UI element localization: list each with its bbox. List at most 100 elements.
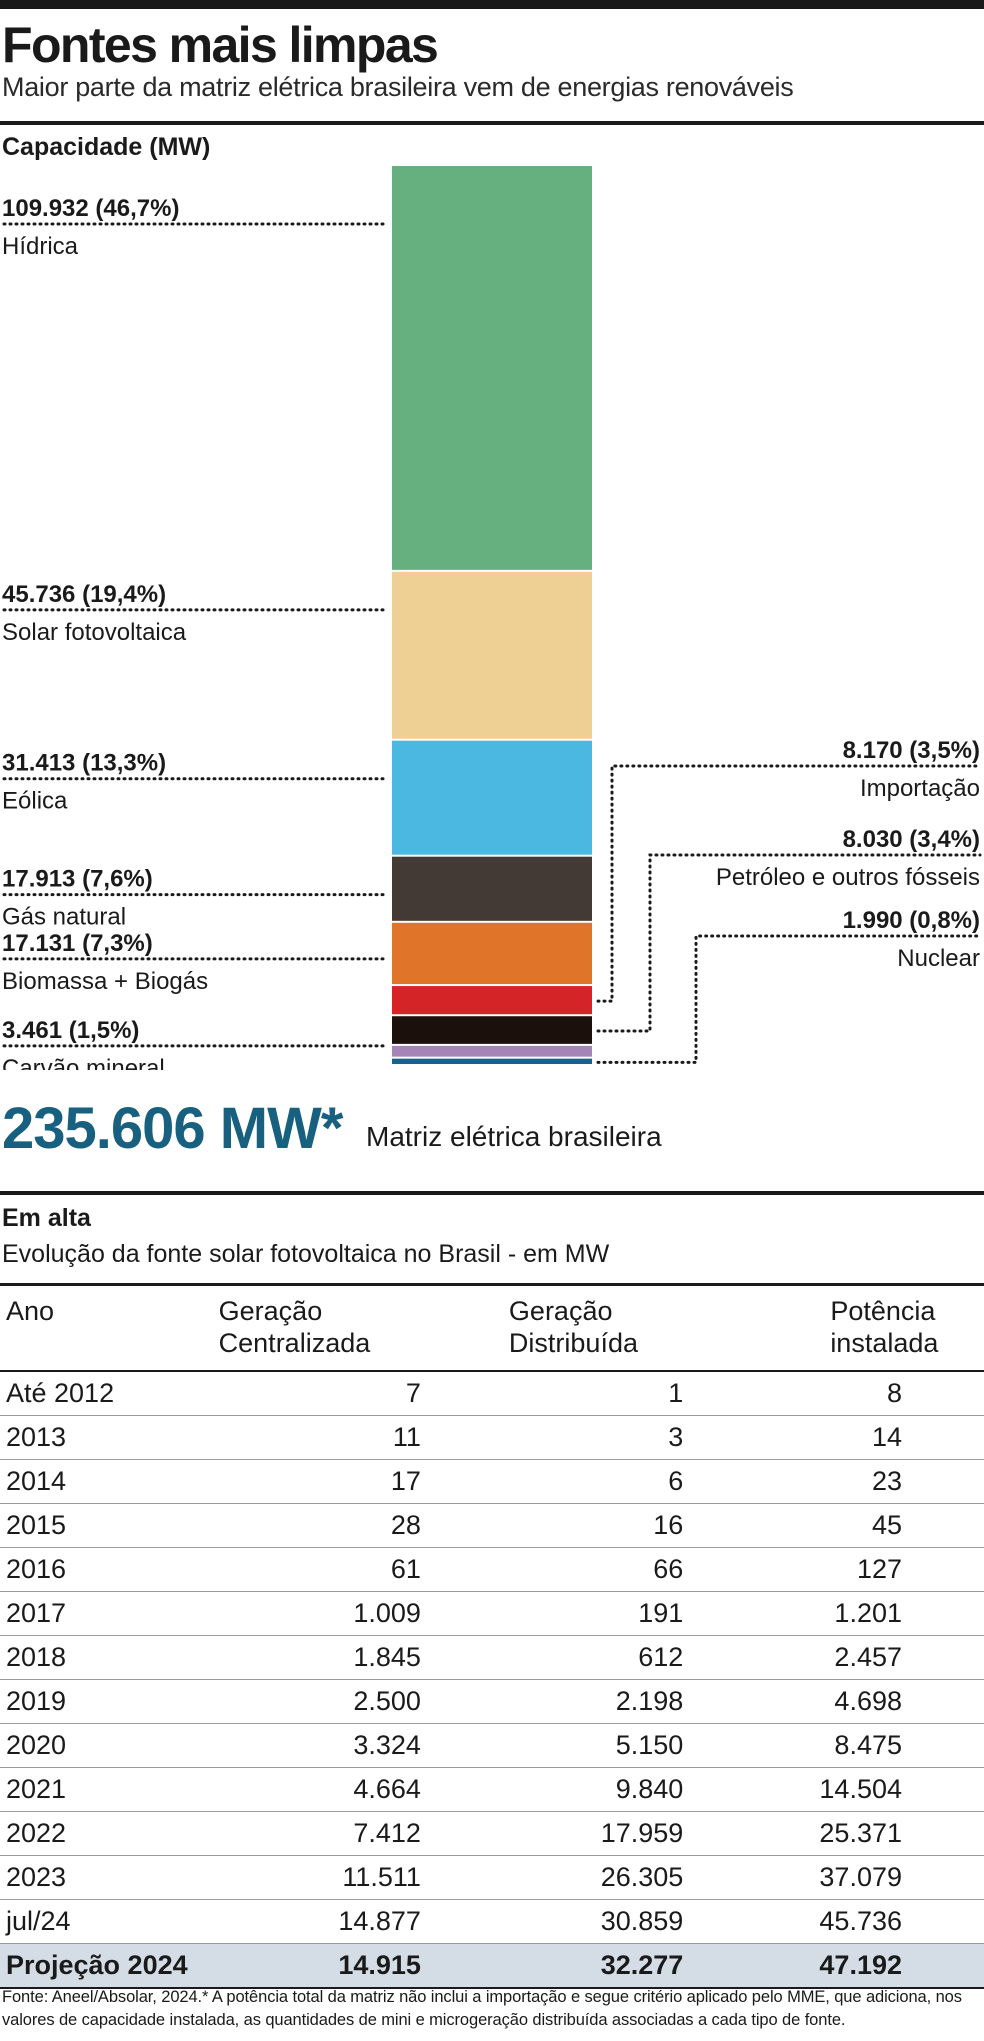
- name-label-eolica: Eólica: [2, 788, 68, 815]
- name-label-biomassa-biogas: Biomassa + Biogás: [2, 968, 208, 995]
- table-row: 2020 3.324 5.150 8.475: [0, 1723, 984, 1768]
- cell-distribuida: 3: [420, 1415, 684, 1460]
- cell-year: 2022: [0, 1811, 219, 1856]
- cell-year: 2023: [0, 1855, 219, 1900]
- cell-year: 2020: [0, 1723, 219, 1768]
- cell-centralizada: 3.324: [218, 1723, 421, 1768]
- page-title: Fontes mais limpas: [2, 17, 439, 73]
- cell-centralizada: 1.845: [218, 1635, 421, 1680]
- cell-potencia: 1.201: [683, 1591, 984, 1636]
- header-potencia: Potência instalada: [683, 1287, 984, 1372]
- cell-year: Projeção 2024: [0, 1943, 219, 1989]
- leader-line-petroleo-e-outros-fosseis: [596, 853, 982, 1033]
- cell-distribuida: 32.277: [420, 1943, 684, 1989]
- table-body: Até 2012 7 1 8 2013 11 3 14 2014 17 6 23 2015 28 16 45 2…: [0, 1371, 984, 1989]
- total-capacity: 235.606 MW*: [2, 1096, 343, 1161]
- name-label-nuclear: Nuclear: [897, 945, 980, 972]
- cell-year: 2016: [0, 1547, 219, 1592]
- name-label-gas-natural: Gás natural: [2, 904, 126, 931]
- cell-potencia: 127: [683, 1547, 984, 1592]
- bar-segment-importacao: [392, 986, 592, 1015]
- source-footnote: Fonte: Aneel/Absolar, 2024.* A potência …: [2, 1988, 962, 2029]
- table-subtitle: Evolução da fonte solar fotovoltaica no …: [2, 1240, 610, 1268]
- cell-distribuida: 17.959: [420, 1811, 684, 1856]
- top-rule: [0, 0, 984, 9]
- name-label-petroleo-e-outros-fosseis: Petróleo e outros fósseis: [716, 864, 980, 891]
- cell-potencia: 45: [683, 1503, 984, 1548]
- cell-year: jul/24: [0, 1899, 219, 1944]
- cell-centralizada: 2.500: [218, 1679, 421, 1724]
- header-ano: Ano: [0, 1287, 219, 1372]
- total-capacity-label: Matriz elétrica brasileira: [366, 1121, 662, 1152]
- name-label-hidrica: Hídrica: [2, 233, 79, 260]
- cell-potencia: 2.457: [683, 1635, 984, 1680]
- cell-distribuida: 1: [420, 1371, 684, 1416]
- cell-distribuida: 6: [420, 1459, 684, 1504]
- cell-distribuida: 9.840: [420, 1767, 684, 1812]
- name-label-solar-fotovoltaica: Solar fotovoltaica: [2, 619, 187, 646]
- cell-potencia: 37.079: [683, 1855, 984, 1900]
- header-distribuida: Geração Distribuída: [420, 1287, 684, 1372]
- table-row: 2015 28 16 45: [0, 1503, 984, 1548]
- value-label-eolica: 31.413 (13,3%): [2, 750, 166, 777]
- cell-centralizada: 11.511: [218, 1855, 421, 1900]
- table-row: 2023 11.511 26.305 37.079: [0, 1855, 984, 1900]
- table-row: 2014 17 6 23: [0, 1459, 984, 1504]
- table-row: 2022 7.412 17.959 25.371: [0, 1811, 984, 1856]
- cell-centralizada: 28: [218, 1503, 421, 1548]
- header-ano-text: Ano: [6, 1296, 55, 1326]
- cell-year: 2013: [0, 1415, 219, 1460]
- cell-centralizada: 61: [218, 1547, 421, 1592]
- value-label-petroleo-e-outros-fosseis: 8.030 (3,4%): [843, 826, 980, 853]
- section-divider: [0, 1191, 984, 1195]
- cell-potencia: 8: [683, 1371, 984, 1416]
- solar-evolution-table: Ano Geração Centralizada Geração Distribuí…: [0, 1287, 984, 1989]
- table-row: 2017 1.009 191 1.201: [0, 1591, 984, 1636]
- cell-potencia: 25.371: [683, 1811, 984, 1856]
- table-row: 2021 4.664 9.840 14.504: [0, 1767, 984, 1812]
- header-centralizada-text: Geração Centralizada: [218, 1296, 371, 1358]
- bar-segment-solar-fotovoltaica: [392, 571, 592, 739]
- bar-segment-hidrica: [392, 166, 592, 570]
- page-subtitle: Maior parte da matriz elétrica brasileir…: [2, 72, 794, 102]
- cell-centralizada: 14.877: [218, 1899, 421, 1944]
- cell-year: 2018: [0, 1635, 219, 1680]
- table-top-rule: [0, 1283, 984, 1286]
- bar-segment-biomassa-biogas: [392, 922, 592, 985]
- cell-year: Até 2012: [0, 1371, 219, 1416]
- name-label-importacao: Importação: [860, 775, 980, 802]
- cell-potencia: 47.192: [683, 1943, 984, 1989]
- cell-year: 2015: [0, 1503, 219, 1548]
- cell-distribuida: 5.150: [420, 1723, 684, 1768]
- leader-line-importacao: [596, 764, 982, 1003]
- table-row: jul/24 14.877 30.859 45.736: [0, 1899, 984, 1944]
- cell-distribuida: 612: [420, 1635, 684, 1680]
- value-label-nuclear: 1.990 (0,8%): [843, 907, 980, 934]
- cell-centralizada: 7: [218, 1371, 421, 1416]
- bar-segment-petroleo-e-outros-fosseis: [392, 1016, 592, 1044]
- cell-centralizada: 11: [218, 1415, 421, 1460]
- value-label-importacao: 8.170 (3,5%): [843, 737, 980, 764]
- cell-potencia: 4.698: [683, 1679, 984, 1724]
- table-row: 2013 11 3 14: [0, 1415, 984, 1460]
- value-label-gas-natural: 17.913 (7,6%): [2, 866, 153, 893]
- bar-segment-gas-natural: [392, 856, 592, 921]
- bar-segment-carvao-mineral: [392, 1045, 592, 1057]
- cell-potencia: 14: [683, 1415, 984, 1460]
- value-label-hidrica: 109.932 (46,7%): [2, 195, 179, 222]
- capacity-section-label: Capacidade (MW): [2, 133, 211, 161]
- cell-year: 2014: [0, 1459, 219, 1504]
- section-divider: [0, 121, 984, 125]
- cell-centralizada: 7.412: [218, 1811, 421, 1856]
- cell-centralizada: 1.009: [218, 1591, 421, 1636]
- table-row: Até 2012 7 1 8: [0, 1371, 984, 1416]
- table-row: 2016 61 66 127: [0, 1547, 984, 1592]
- table-header-row: Ano Geração Centralizada Geração Distribuí…: [0, 1287, 984, 1372]
- cell-year: 2017: [0, 1591, 219, 1636]
- bar-segment-eolica: [392, 740, 592, 855]
- value-label-biomassa-biogas: 17.131 (7,3%): [2, 930, 153, 957]
- stacked-capacity-chart: 109.932 (46,7%) Hídrica 45.736 (19,4%) Sola…: [2, 166, 982, 1070]
- value-label-solar-fotovoltaica: 45.736 (19,4%): [2, 581, 166, 608]
- table-row: 2019 2.500 2.198 4.698: [0, 1679, 984, 1724]
- leader-line-nuclear: [596, 934, 982, 1064]
